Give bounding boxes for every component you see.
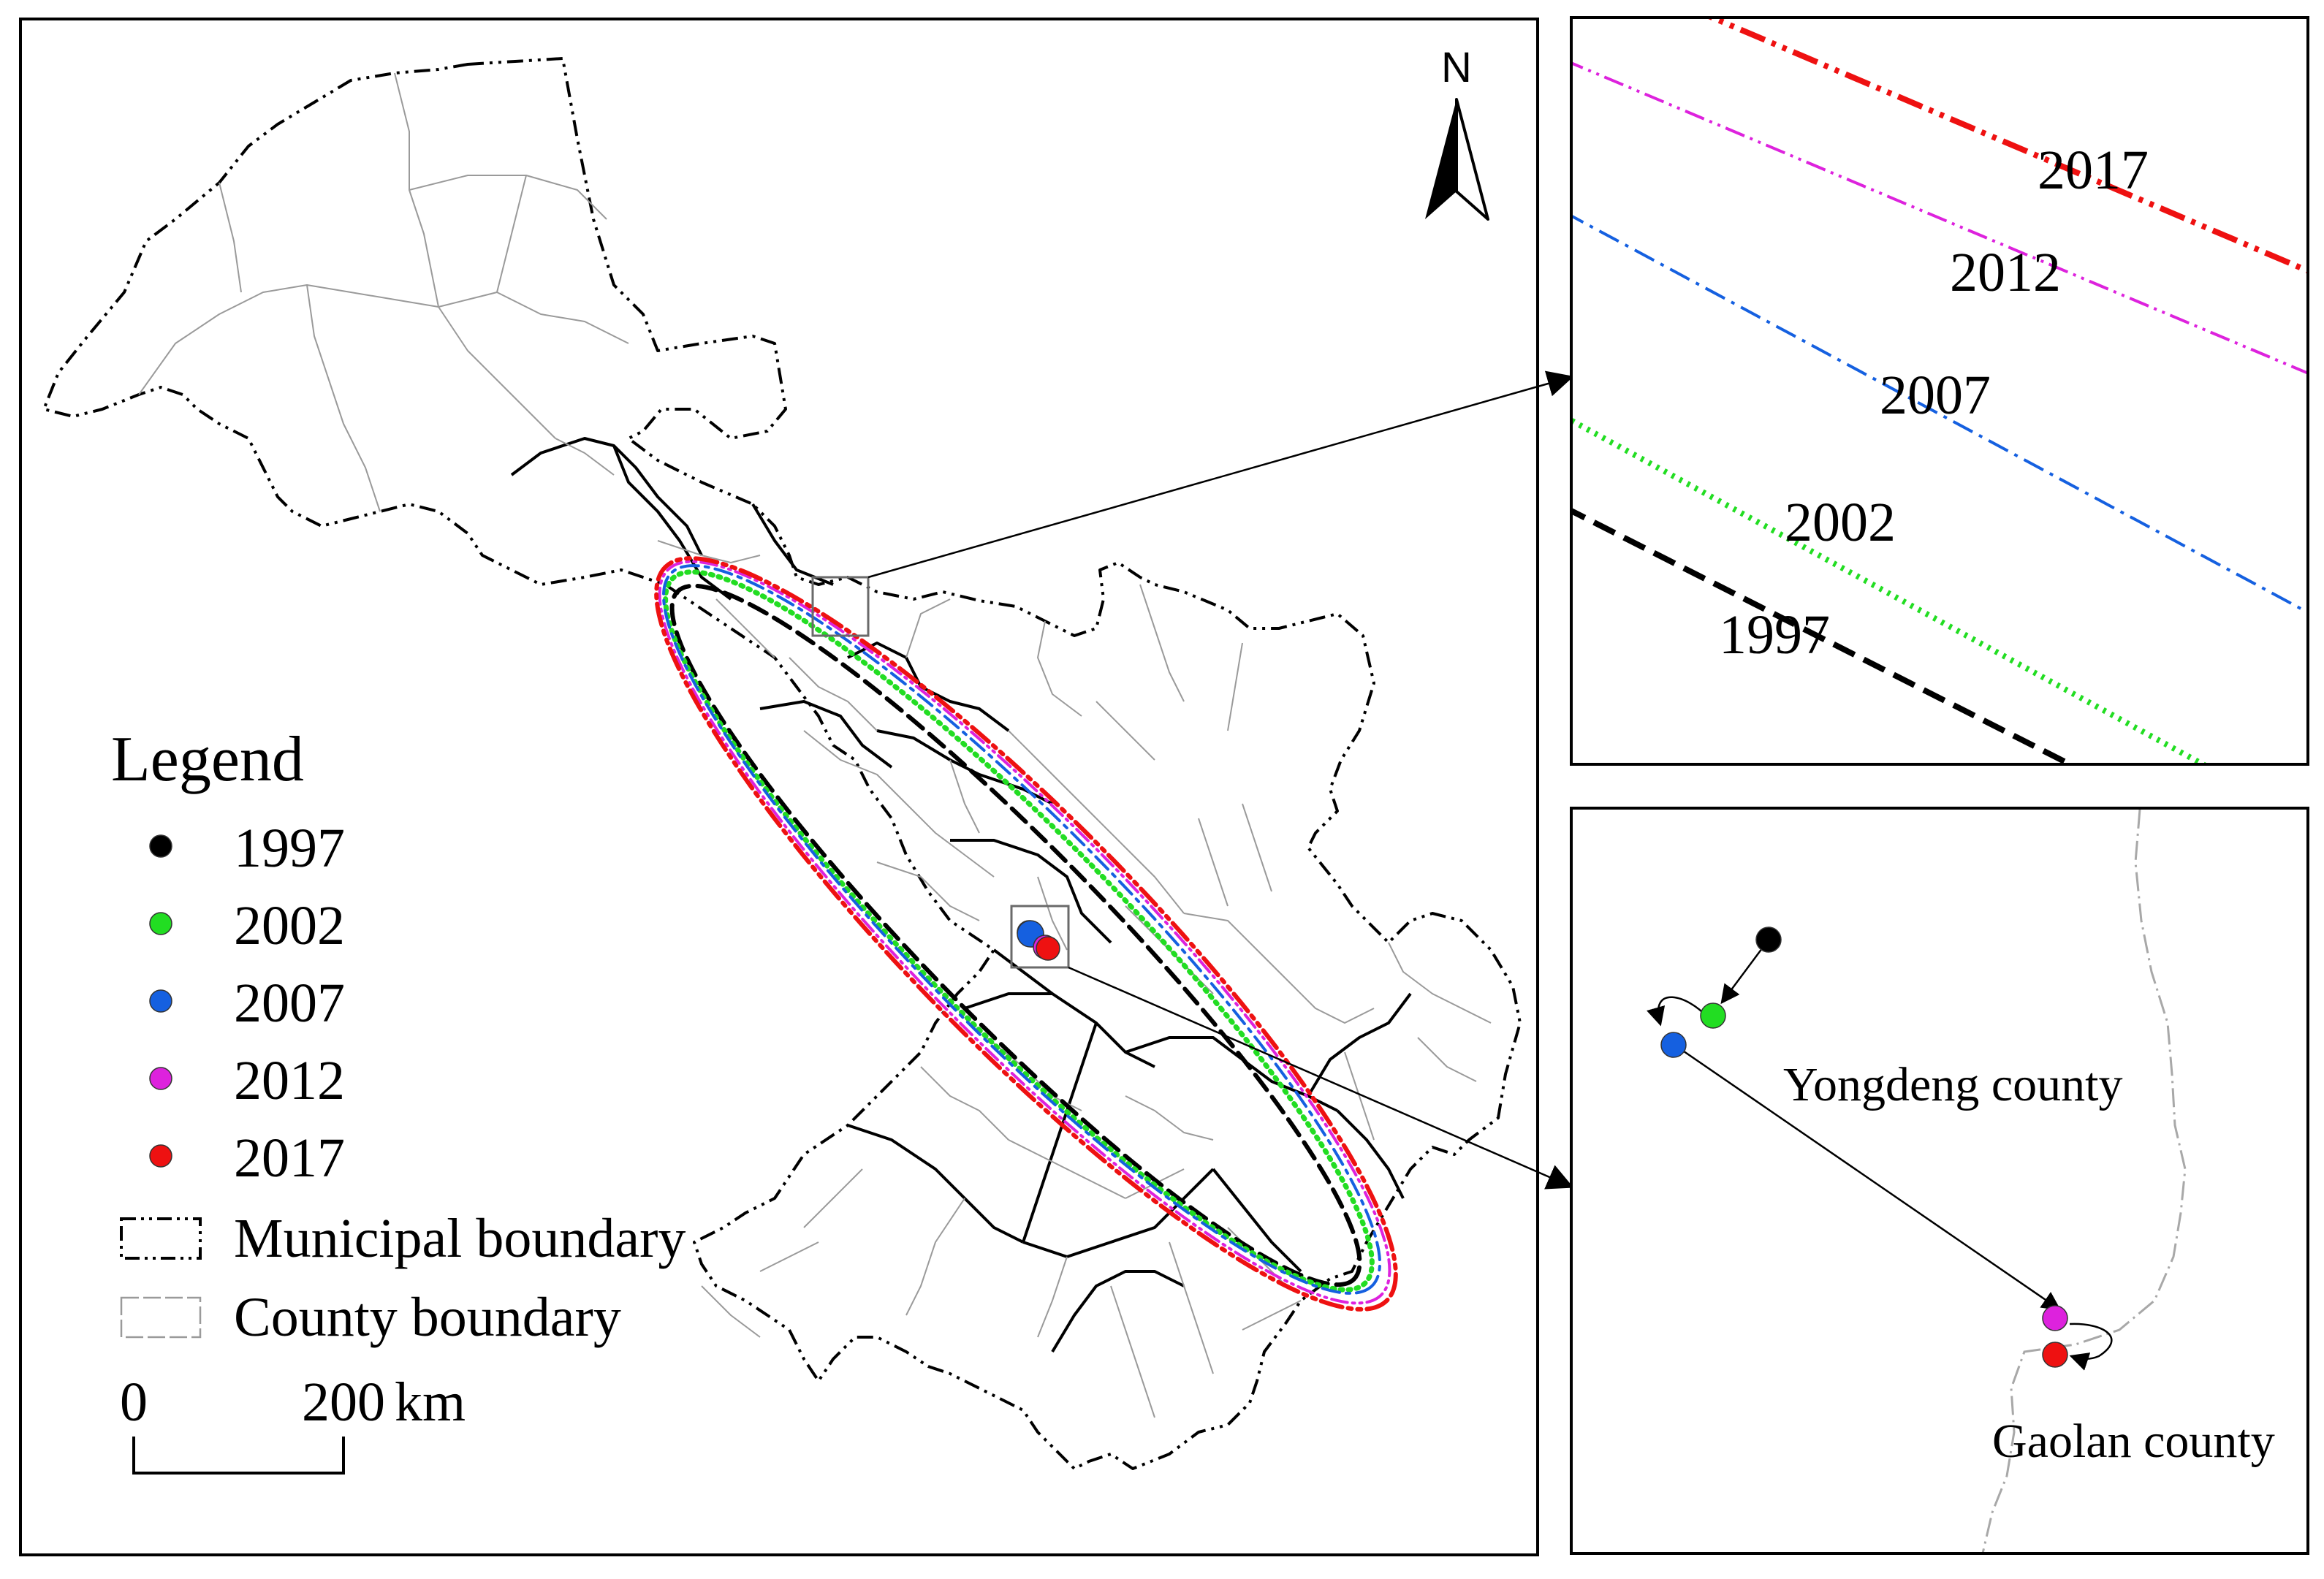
legend-label-2007: 2007 — [234, 973, 345, 1034]
inset-label-2007: 2007 — [1880, 365, 1991, 426]
inset-label-2017: 2017 — [2038, 140, 2149, 201]
zoom-box-ellipses — [811, 576, 870, 637]
legend-label-2012: 2012 — [234, 1050, 345, 1111]
legend-label-1997: 1997 — [234, 818, 345, 879]
main-centers — [1017, 920, 1060, 961]
zoom-box-centers — [1010, 905, 1070, 969]
ellipse-1997 — [669, 583, 1362, 1287]
inset-label-2012: 2012 — [1950, 242, 2061, 303]
legend: Legend 1997 2002 2007 2012 2017 Municipal bo… — [111, 724, 686, 1348]
center-trajectory — [1647, 939, 2113, 1371]
yongdeng-county-label: Yongdeng county — [1783, 1058, 2122, 1111]
inset-center-2012 — [2042, 1305, 2068, 1331]
north-arrow: N — [1425, 44, 1489, 221]
inset-centers — [1660, 927, 2068, 1368]
scale-end: 200 — [302, 1371, 385, 1433]
top-inset-labels: 2017 2012 2007 2002 1997 — [1719, 140, 2149, 666]
legend-municipal-swatch — [120, 1217, 202, 1260]
legend-title: Legend — [111, 724, 304, 795]
north-label: N — [1441, 44, 1472, 91]
legend-marker-2002 — [149, 912, 172, 935]
sde-ellipses — [654, 556, 1398, 1312]
inset-line-2012 — [1573, 61, 2306, 375]
county-divider — [1981, 810, 2187, 1552]
bottom-inset-frame — [1570, 807, 2309, 1555]
inset-line-2007 — [1573, 215, 2306, 614]
connector-to-bottom-inset — [1068, 966, 1574, 1190]
legend-county-label: County boundary — [234, 1287, 621, 1348]
main-map-frame — [19, 18, 1539, 1556]
legend-marker-2007 — [149, 989, 172, 1013]
legend-marker-2017 — [149, 1144, 172, 1168]
top-inset-frame — [1570, 16, 2309, 766]
scale-start: 0 — [120, 1371, 148, 1433]
inset-center-2002 — [1700, 1002, 1726, 1029]
legend-marker-2012 — [149, 1067, 172, 1090]
legend-label-2002: 2002 — [234, 895, 345, 956]
inset-center-2007 — [1660, 1032, 1687, 1058]
inset-center-2017 — [2042, 1342, 2068, 1368]
connector-to-top-inset — [867, 370, 1574, 579]
inset-line-2017 — [1708, 19, 2306, 274]
scale-bar: 0 200 km — [120, 1371, 466, 1475]
inset-center-1997 — [1755, 927, 1782, 953]
ellipse-2012 — [658, 560, 1391, 1305]
gaolan-county-label: Gaolan county — [1992, 1415, 2275, 1468]
inset-line-2002 — [1573, 417, 2206, 763]
legend-county-swatch — [120, 1296, 202, 1339]
top-inset-lines — [1573, 19, 2306, 763]
center-2017 — [1036, 936, 1060, 961]
ellipse-2007 — [661, 564, 1382, 1295]
scale-unit: km — [395, 1371, 466, 1433]
legend-municipal-label: Municipal boundary — [234, 1208, 686, 1269]
ellipse-2002 — [663, 569, 1375, 1293]
inset-label-1997: 1997 — [1719, 604, 1830, 666]
ellipse-2017 — [654, 556, 1398, 1312]
inset-label-2002: 2002 — [1785, 492, 1896, 553]
legend-marker-1997 — [149, 834, 172, 858]
legend-label-2017: 2017 — [234, 1127, 345, 1189]
inset-line-1997 — [1573, 508, 2074, 763]
